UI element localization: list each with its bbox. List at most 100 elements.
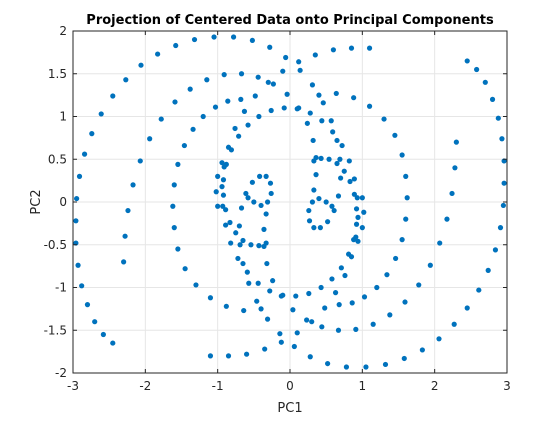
data-point: [499, 136, 505, 142]
y-axis-label: PC2: [29, 189, 44, 214]
data-point: [401, 355, 407, 362]
data-point: [437, 240, 443, 246]
data-point: [74, 195, 80, 202]
data-point: [249, 179, 255, 185]
data-point: [361, 209, 367, 215]
x-tick-labels: -3 -2 -1 0 1 2 3: [67, 379, 511, 393]
data-point: [76, 173, 83, 179]
data-point: [330, 47, 336, 53]
data-point: [436, 336, 442, 342]
data-point: [220, 192, 227, 198]
x-tick-label: 2: [431, 379, 439, 393]
data-point: [264, 316, 271, 322]
data-point: [244, 351, 250, 357]
data-point: [374, 284, 380, 291]
data-point: [393, 255, 399, 262]
data-point: [280, 68, 286, 74]
data-point: [84, 302, 91, 308]
data-point: [211, 34, 217, 40]
data-point: [270, 278, 276, 284]
data-point: [291, 343, 297, 350]
data-point: [245, 195, 251, 201]
y-tick-label: -0.5: [44, 238, 67, 252]
data-point: [121, 259, 127, 265]
data-point: [346, 158, 352, 164]
data-point: [267, 288, 273, 294]
data-point: [310, 137, 316, 144]
data-point: [339, 142, 345, 149]
x-tick-label: -1: [212, 379, 224, 393]
data-point: [501, 180, 507, 186]
data-point: [268, 107, 274, 114]
data-point: [261, 243, 267, 250]
data-point: [225, 353, 232, 359]
data-point: [449, 190, 455, 197]
data-point: [256, 113, 262, 120]
data-point: [404, 195, 410, 201]
data-point: [92, 319, 98, 325]
data-point: [238, 205, 245, 211]
data-point: [254, 298, 260, 304]
x-tick-label: 1: [359, 379, 367, 393]
data-point: [221, 164, 227, 170]
data-point: [416, 282, 422, 288]
data-point: [270, 81, 276, 87]
data-point: [492, 247, 499, 253]
data-point: [187, 86, 193, 92]
data-point: [334, 137, 340, 144]
data-point: [361, 294, 368, 300]
data-point: [319, 118, 325, 124]
data-point: [319, 324, 325, 330]
data-point: [255, 74, 261, 80]
data-point: [225, 144, 232, 150]
data-point: [306, 207, 312, 214]
data-point: [316, 92, 322, 98]
data-point: [223, 222, 229, 228]
data-point: [316, 195, 322, 202]
data-point: [232, 125, 238, 132]
data-point: [464, 58, 470, 64]
data-point: [307, 354, 313, 360]
data-point: [351, 176, 357, 182]
data-point: [296, 105, 302, 111]
data-point: [353, 221, 360, 227]
data-point: [255, 280, 261, 286]
data-point: [235, 255, 241, 262]
data-point: [81, 151, 88, 157]
data-point: [278, 339, 284, 345]
y-tick-label: 0: [59, 195, 67, 209]
data-point: [335, 327, 342, 333]
data-point: [304, 317, 310, 323]
data-point: [110, 340, 116, 346]
data-point: [338, 175, 344, 181]
data-point: [334, 160, 340, 167]
data-point: [238, 71, 245, 77]
data-point: [130, 182, 136, 188]
data-point: [337, 156, 343, 162]
data-point: [427, 262, 433, 268]
data-point: [464, 305, 470, 311]
data-point: [261, 226, 267, 232]
data-point: [294, 330, 300, 336]
data-point: [453, 139, 459, 145]
data-point: [230, 34, 237, 40]
data-point: [213, 189, 219, 195]
data-point: [399, 152, 405, 158]
data-point: [345, 251, 352, 257]
data-point: [403, 173, 409, 179]
data-point: [331, 207, 337, 214]
data-point: [227, 219, 233, 226]
data-point: [332, 290, 339, 296]
data-point: [485, 267, 491, 273]
x-tick-label: -2: [139, 379, 151, 393]
data-point: [348, 45, 355, 51]
data-point: [89, 131, 95, 137]
data-point: [318, 155, 324, 161]
data-point: [219, 184, 225, 190]
data-point: [329, 276, 335, 282]
data-point: [320, 100, 326, 106]
data-point: [249, 37, 255, 44]
data-point: [403, 216, 409, 222]
data-point: [223, 303, 229, 309]
